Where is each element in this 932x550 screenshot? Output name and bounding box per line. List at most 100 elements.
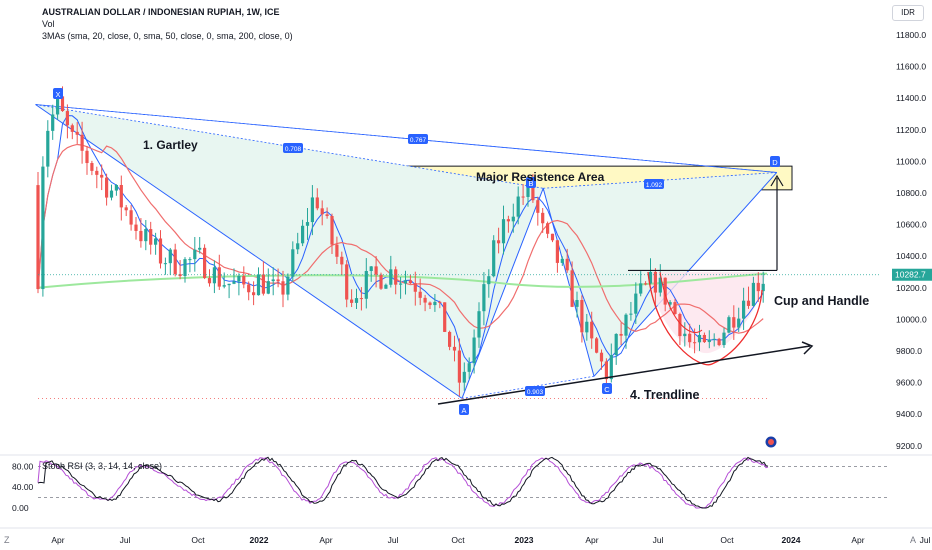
candle-body	[693, 342, 697, 344]
candle-body	[550, 233, 555, 241]
candle-body	[46, 130, 50, 167]
stoch-tick-label: 0.00	[12, 503, 29, 513]
candle-body	[252, 292, 256, 296]
candle-body	[384, 284, 388, 289]
candle-body	[560, 258, 564, 263]
stoch-d-line	[37, 456, 769, 509]
pattern-point-label: C	[604, 385, 610, 394]
currency-button[interactable]: IDR	[892, 5, 924, 21]
candle-body	[364, 271, 368, 299]
candle-body	[105, 177, 109, 198]
y-tick-label: 10600.0	[896, 220, 927, 230]
fib-ratio-badge	[644, 179, 664, 189]
stoch-tick-label: 40.00	[12, 482, 34, 492]
x-tick-label: 2024	[782, 535, 801, 545]
candle-body	[580, 299, 584, 333]
candle-body	[95, 170, 99, 175]
candle-body	[707, 339, 711, 343]
candle-body	[222, 285, 226, 287]
x-tick-label: Apr	[851, 535, 864, 545]
candle-body	[36, 185, 40, 290]
candle-body	[717, 338, 721, 346]
ma-legend: 3MAs (sma, 20, close, 0, sma, 50, close,…	[42, 31, 293, 41]
candle-body	[261, 274, 265, 294]
candle-body	[75, 131, 79, 135]
candle-body	[183, 259, 187, 277]
y-tick-label: 11400.0	[896, 93, 926, 103]
candle-body	[599, 352, 604, 362]
candle-body	[256, 274, 261, 296]
stoch-tick-label: 80.00	[12, 461, 34, 471]
candle-body	[80, 134, 84, 151]
candle-body	[232, 281, 236, 284]
gartley-leg	[461, 188, 544, 399]
candle-body	[345, 264, 349, 300]
candle-body	[129, 210, 133, 225]
y-tick-label: 10400.0	[896, 251, 927, 261]
candle-body	[325, 214, 329, 217]
candle-body	[683, 333, 687, 337]
candle-body	[448, 331, 452, 347]
cup-inner-outline	[659, 271, 703, 333]
candle-body	[85, 150, 89, 164]
candle-body	[60, 96, 65, 112]
candle-body	[296, 243, 300, 250]
candle-body	[443, 302, 447, 332]
pattern-point-badge	[770, 156, 780, 167]
pattern-point-label: D	[772, 158, 778, 167]
y-tick-label: 11800.0	[896, 30, 926, 40]
last-price-badge	[892, 268, 932, 281]
candle-body	[149, 229, 153, 245]
candle-body	[536, 200, 540, 213]
y-tick-label: 9600.0	[896, 378, 922, 388]
candle-body	[340, 256, 344, 265]
candle-body	[614, 333, 618, 356]
candle-body	[168, 249, 172, 264]
candle-body	[697, 334, 702, 343]
candle-body	[212, 267, 216, 284]
candle-body	[501, 219, 506, 244]
candle-body	[41, 166, 45, 290]
candle-body	[531, 179, 535, 201]
candle-body	[653, 271, 657, 293]
candle-body	[477, 311, 481, 338]
pattern-point-badge	[602, 383, 612, 394]
y-tick-label: 9200.0	[896, 441, 922, 451]
candle-body	[163, 263, 167, 265]
candle-body	[359, 298, 363, 300]
x-tick-label: Oct	[191, 535, 205, 545]
candle-body	[668, 302, 672, 305]
last-price-label: 10282.7	[895, 270, 926, 280]
candle-body	[428, 302, 432, 306]
candle-body	[354, 298, 359, 303]
chart-annotation: Major Resistence Area	[476, 170, 605, 184]
flag-icon-center	[768, 439, 774, 445]
candle-body	[193, 249, 197, 260]
candle-body	[590, 321, 594, 339]
y-tick-label: 10000.0	[896, 314, 927, 324]
candle-body	[722, 332, 726, 346]
candle-body	[305, 222, 310, 226]
candle-body	[124, 207, 128, 211]
candle-body	[457, 350, 461, 383]
candle-body	[315, 197, 319, 209]
pattern-point-label: A	[461, 406, 466, 415]
candle-body	[56, 96, 60, 115]
candle-body	[90, 163, 94, 171]
x-tick-label: Jul	[388, 535, 399, 545]
candle-body	[497, 240, 501, 244]
y-tick-label: 10200.0	[896, 283, 927, 293]
x-tick-label: Apr	[585, 535, 598, 545]
candle-body	[203, 247, 207, 279]
pattern-point-label: B	[528, 179, 533, 188]
candle-body	[742, 300, 746, 319]
y-tick-label: 11200.0	[896, 125, 926, 135]
stoch-legend: Stoch RSI (3, 3, 14, 14, close)	[42, 461, 163, 471]
fib-ratio-badge	[408, 134, 428, 144]
y-tick-label: 9400.0	[896, 409, 922, 419]
candle-body	[756, 282, 760, 292]
x-tick-label: Jul	[920, 535, 931, 545]
candle-body	[526, 179, 530, 197]
candle-body	[100, 174, 104, 178]
